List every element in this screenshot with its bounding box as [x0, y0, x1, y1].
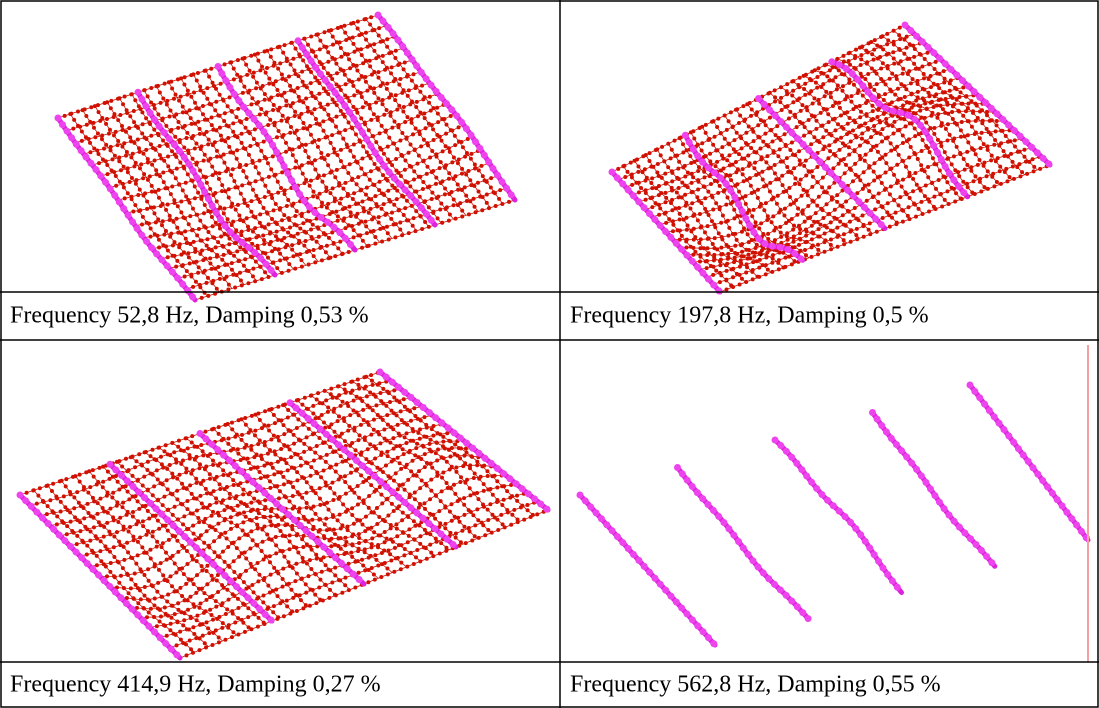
caption: Frequency 197,8 Hz, Damping 0,5 %	[570, 303, 929, 329]
caption: Frequency 52,8 Hz, Damping 0,53 %	[10, 303, 369, 329]
figure-table: Frequency 52,8 Hz, Damping 0,53 % Freque…	[0, 0, 1099, 708]
page: Frequency 52,8 Hz, Damping 0,53 % Freque…	[0, 0, 1099, 708]
caption: Frequency 562,8 Hz, Damping 0,55 %	[570, 672, 941, 698]
caption: Frequency 414,9 Hz, Damping 0,27 %	[10, 672, 381, 698]
